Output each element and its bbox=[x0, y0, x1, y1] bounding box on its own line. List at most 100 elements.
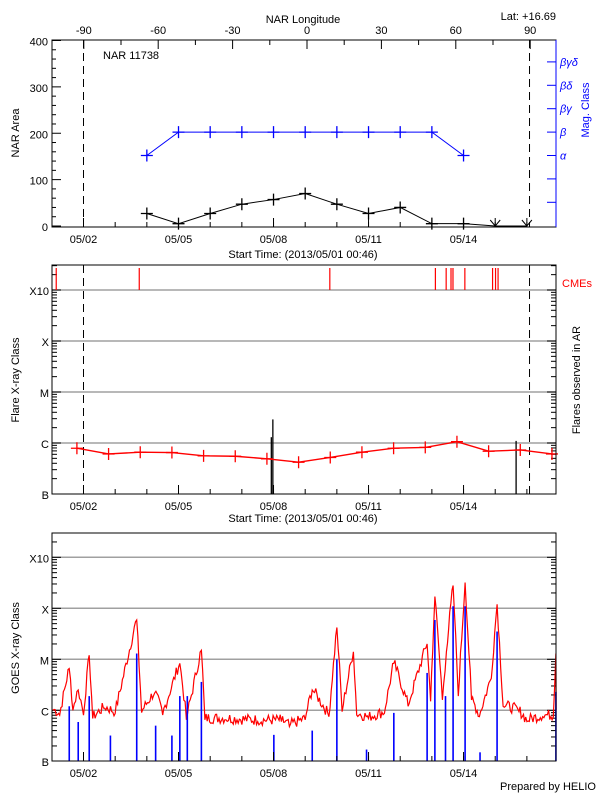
mag-class-point-marker bbox=[362, 126, 375, 139]
area-point-marker bbox=[394, 201, 407, 214]
mag-class-point-marker bbox=[330, 126, 343, 139]
flare-level-marker bbox=[260, 452, 273, 465]
x-tick-label: 05/02 bbox=[70, 768, 98, 780]
longitude-tick-label: -30 bbox=[225, 25, 241, 37]
flare-level-line bbox=[76, 440, 553, 463]
chart-title: NAR 11738 bbox=[103, 50, 159, 62]
mag-class-point-marker bbox=[457, 149, 470, 162]
flare-level-marker bbox=[197, 449, 210, 462]
flare-level-marker bbox=[419, 441, 432, 454]
area-point-marker bbox=[299, 187, 312, 200]
x-tick-label: 05/08 bbox=[260, 501, 288, 513]
flare-level-marker bbox=[70, 442, 83, 455]
x-tick-label: 05/11 bbox=[355, 768, 382, 780]
x-axis-label: Start Time: (2013/05/01 00:46) bbox=[228, 513, 377, 525]
mag-class-label: α bbox=[560, 151, 567, 163]
longitude-tick-label: 30 bbox=[375, 25, 387, 37]
cme-label: CMEs bbox=[562, 278, 592, 290]
goes-xray-panel: X10 X M C B 05/02 05/05 05/08 05/11 05/14 GOES X-r… bbox=[10, 532, 557, 780]
flare-panel-bg bbox=[52, 265, 556, 494]
x-tick-label: 05/14 bbox=[450, 768, 478, 780]
y-tick-label: 100 bbox=[30, 176, 48, 188]
flare-level-marker bbox=[387, 442, 400, 455]
class-tick-label: C bbox=[41, 439, 49, 451]
flare-level-marker bbox=[355, 446, 368, 459]
area-point-marker bbox=[267, 193, 280, 206]
area-point-marker bbox=[172, 217, 185, 230]
x-tick-label: 05/05 bbox=[165, 768, 193, 780]
y-tick-label: 200 bbox=[30, 129, 48, 141]
flare-class-panel: X10 X M C B CMEs 05/02 05/05 05/08 05/11 05/14 Flar… bbox=[10, 264, 592, 525]
nar-area-panel: 05/02 05/05 05/08 05/11 05/140100200300400-9… bbox=[10, 11, 592, 261]
class-tick-label: M bbox=[40, 655, 49, 667]
y-tick-label: 0 bbox=[42, 222, 48, 234]
latitude-annotation: Lat: +16.69 bbox=[501, 11, 556, 23]
mag-class-point-marker bbox=[140, 149, 153, 162]
area-point-marker bbox=[235, 198, 248, 211]
mag-class-point-marker bbox=[172, 126, 185, 139]
goes-long-channel-line bbox=[52, 582, 557, 729]
mag-class-label: βδ bbox=[559, 80, 573, 92]
mag-class-point-marker bbox=[204, 126, 217, 139]
x-tick-label: 05/14 bbox=[450, 501, 478, 513]
mag-class-point-marker bbox=[425, 126, 438, 139]
mag-class-label: βγδ bbox=[559, 57, 579, 69]
flare-level-marker bbox=[514, 443, 527, 456]
y-axis-right-label: Flares observed in AR bbox=[571, 326, 583, 434]
flare-level-marker bbox=[324, 451, 337, 464]
goes-panel-frame bbox=[51, 532, 557, 762]
flare-level-marker bbox=[482, 445, 495, 458]
x-axis-label: Start Time: (2013/05/01 00:46) bbox=[228, 249, 377, 261]
area-point-marker bbox=[204, 207, 217, 220]
y-axis-right-label: Mag. Class bbox=[580, 82, 592, 138]
flare-level-marker bbox=[229, 450, 242, 463]
x-tick-label: 05/14 bbox=[450, 234, 478, 246]
y-axis-label: NAR Area bbox=[10, 108, 22, 158]
class-tick-label: B bbox=[42, 490, 49, 502]
x-tick-label: 05/02 bbox=[70, 234, 98, 246]
longitude-tick-label: 90 bbox=[524, 25, 536, 37]
area-panel-frame bbox=[51, 39, 557, 228]
x-tick-label: 05/11 bbox=[355, 234, 382, 246]
area-point-marker bbox=[362, 207, 375, 220]
x-tick-label: 05/05 bbox=[165, 501, 193, 513]
area-point-zero-marker bbox=[489, 218, 501, 227]
class-tick-label: M bbox=[40, 388, 49, 400]
area-point-marker bbox=[330, 198, 343, 211]
mag-class-point-marker bbox=[235, 126, 248, 139]
area-point-marker bbox=[457, 217, 470, 230]
class-tick-label: X bbox=[42, 604, 50, 616]
area-point-marker bbox=[140, 207, 153, 220]
x-tick-label: 05/08 bbox=[260, 768, 288, 780]
longitude-tick-label: -60 bbox=[150, 25, 166, 37]
flare-level-marker bbox=[450, 435, 463, 448]
y-tick-label: 400 bbox=[30, 37, 48, 49]
footer-prepared-by: Prepared by HELIO bbox=[500, 781, 596, 793]
flare-panel-frame bbox=[51, 264, 557, 495]
longitude-tick-label: -90 bbox=[76, 25, 92, 37]
y-axis-label: Flare X-ray Class bbox=[10, 337, 22, 422]
longitude-tick-label: 0 bbox=[304, 25, 310, 37]
top-axis-label: NAR Longitude bbox=[266, 14, 341, 26]
flare-level-marker bbox=[134, 446, 147, 459]
class-tick-label: X bbox=[42, 337, 50, 349]
mag-class-point-marker bbox=[394, 126, 407, 139]
x-tick-label: 05/11 bbox=[355, 501, 382, 513]
class-tick-label: X10 bbox=[29, 286, 49, 298]
x-tick-label: 05/02 bbox=[70, 501, 98, 513]
flare-level-marker bbox=[292, 456, 305, 469]
flare-level-marker bbox=[102, 447, 115, 460]
mag-class-point-marker bbox=[267, 126, 280, 139]
area-point-zero-marker bbox=[521, 218, 533, 227]
longitude-tick-label: 60 bbox=[450, 25, 462, 37]
class-tick-label: X10 bbox=[29, 553, 49, 565]
mag-class-label: βγ bbox=[559, 104, 573, 116]
y-tick-label: 300 bbox=[30, 83, 48, 95]
mag-class-point-marker bbox=[299, 126, 312, 139]
flare-level-marker bbox=[165, 446, 178, 459]
class-tick-label: B bbox=[42, 757, 49, 769]
x-tick-label: 05/05 bbox=[165, 234, 193, 246]
mag-class-label: β bbox=[559, 127, 567, 139]
